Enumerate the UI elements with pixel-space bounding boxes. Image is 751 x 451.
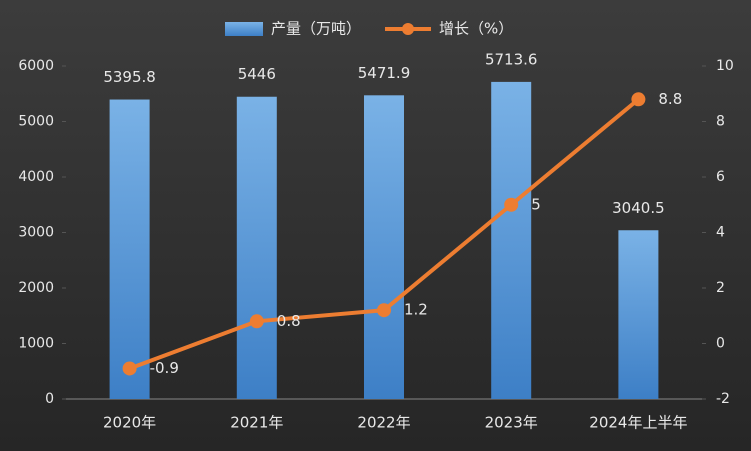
y-tick-label: 1000 — [18, 336, 54, 352]
bar — [491, 81, 532, 399]
y2-tick-label: 8 — [716, 114, 725, 130]
y-tick-label: 4000 — [18, 169, 54, 185]
bar-value-label: 5395.8 — [103, 68, 156, 86]
bar — [236, 96, 277, 399]
y-tick-label: 3000 — [18, 225, 54, 241]
y2-tick-label: 10 — [716, 58, 734, 74]
line-point — [122, 361, 137, 376]
x-tick-label: 2023年 — [485, 414, 538, 432]
y2-tick-label: 6 — [716, 169, 725, 185]
line-value-label: 0.8 — [277, 312, 301, 330]
legend-label: 增长（%） — [439, 20, 513, 38]
x-tick-label: 2020年 — [103, 414, 156, 432]
y2-tick-label: -2 — [716, 391, 730, 407]
y2-tick-label: 0 — [716, 336, 725, 352]
y2-tick-label: 4 — [716, 225, 725, 241]
x-tick-label: 2021年 — [230, 414, 283, 432]
y-tick-label: 5000 — [18, 114, 54, 130]
bar-value-label: 5446 — [238, 65, 276, 83]
y2-tick-label: 2 — [716, 280, 725, 296]
line-value-label: 5 — [531, 195, 541, 213]
line-value-label: 8.8 — [658, 90, 682, 108]
y-tick-label: 6000 — [18, 58, 54, 74]
x-tick-label: 2024年上半年 — [589, 414, 687, 432]
bar — [364, 95, 404, 400]
bar — [109, 99, 150, 400]
line-point — [504, 197, 519, 212]
legend-swatch — [225, 22, 263, 36]
line-value-label: 1.2 — [404, 301, 428, 319]
bar-value-label: 5713.6 — [485, 50, 538, 68]
bar-value-label: 3040.5 — [612, 199, 665, 217]
bar-value-label: 5471.9 — [358, 64, 411, 82]
legend-swatch — [402, 23, 414, 35]
y-tick-label: 2000 — [18, 280, 54, 296]
line-point — [377, 303, 391, 318]
x-tick-label: 2022年 — [357, 414, 410, 432]
line-value-label: -0.9 — [150, 359, 179, 377]
y-tick-label: 0 — [45, 391, 54, 407]
line-point — [249, 314, 264, 329]
legend-label: 产量（万吨） — [271, 20, 361, 38]
line-point — [631, 92, 646, 107]
bar — [618, 230, 659, 399]
